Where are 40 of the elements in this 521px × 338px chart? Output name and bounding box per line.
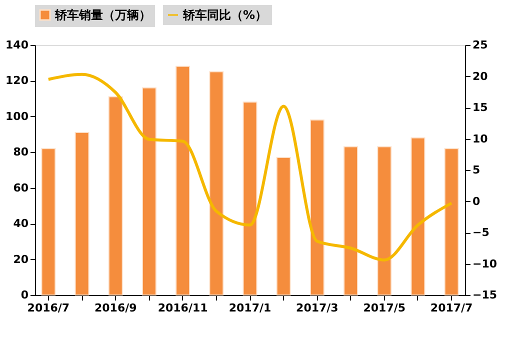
bar: [209, 71, 224, 296]
y2-tick-label: 20: [472, 70, 488, 83]
bar: [410, 137, 426, 296]
y2-tick-label: −5: [472, 226, 490, 239]
y-tick-label: 80: [13, 146, 29, 159]
x-tick-label: 2016/11: [158, 302, 208, 314]
y2-tick-label: 15: [472, 101, 488, 114]
x-tick-label: 2016/9: [94, 302, 137, 314]
x-tick-label: 2017/7: [430, 302, 473, 314]
y-tick-label: 100: [6, 110, 29, 123]
bar: [242, 102, 258, 296]
bar: [377, 146, 392, 296]
bar: [276, 157, 291, 296]
y-tick-label: 60: [13, 181, 29, 194]
y-tick-label: 140: [6, 38, 29, 52]
bar: [310, 120, 324, 296]
line-series: [46, 72, 454, 262]
bar: [444, 148, 459, 296]
y2-tick-label: −15: [472, 288, 498, 302]
y2-tick-label: 0: [472, 194, 480, 208]
y2-tick-label: 5: [472, 164, 480, 176]
x-tick-label: 2017/1: [228, 302, 272, 314]
bar: [344, 146, 358, 296]
x-tick-label: 2016/7: [27, 302, 70, 314]
bar: [176, 66, 190, 296]
y-tick-label: 0: [20, 288, 29, 302]
x-tick-label: 2017/5: [363, 302, 406, 314]
legend-label: 轿车同比（%）: [182, 8, 268, 22]
y2-tick-label: 10: [472, 132, 488, 146]
y-tick-label: 120: [6, 74, 29, 88]
x-tick-label: 2017/3: [296, 302, 338, 314]
legend-label: 轿车销量（万辆）: [54, 8, 151, 22]
bar: [108, 96, 123, 296]
y2-tick-label: −10: [472, 257, 498, 270]
bar: [74, 132, 90, 296]
bar: [142, 87, 156, 296]
y-tick-label: 20: [13, 252, 29, 266]
y-tick-label: 40: [13, 217, 29, 230]
bar: [41, 148, 56, 296]
y2-tick-label: 25: [472, 38, 488, 52]
